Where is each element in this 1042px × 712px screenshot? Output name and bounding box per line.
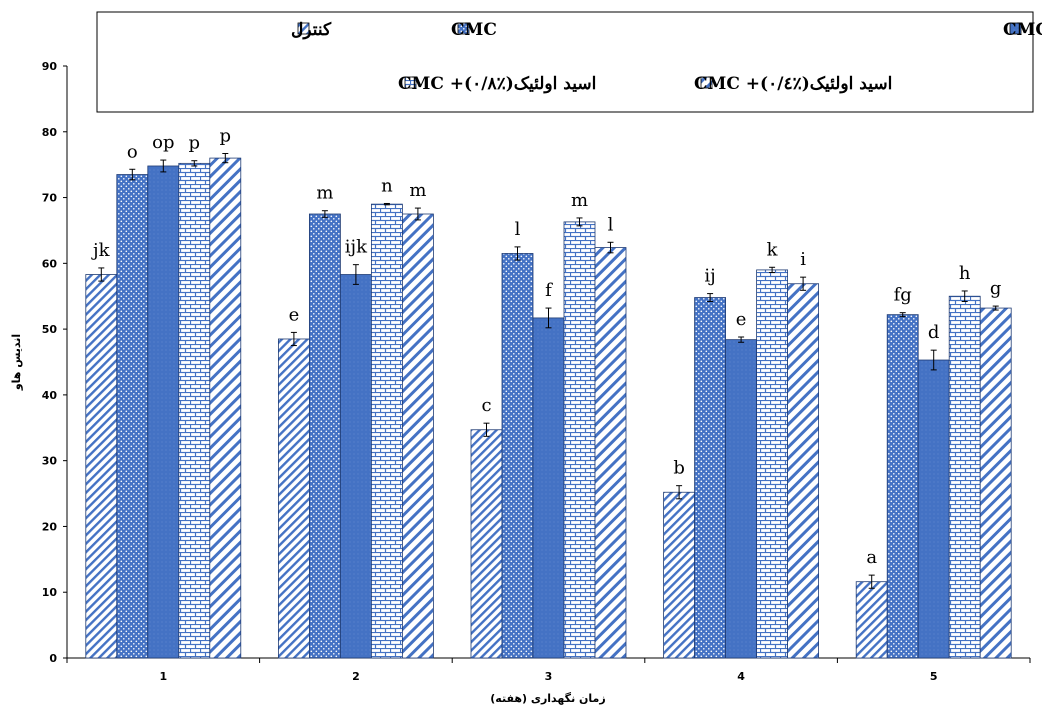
bar <box>501 253 534 659</box>
significance-letter: m <box>571 190 588 211</box>
legend: کنترل CMC ترکیبات ضدمیکروبی+ CMC اسید اولئی… <box>96 11 1042 113</box>
bar <box>147 165 180 659</box>
y-tick-label: 90 <box>42 60 58 73</box>
y-tick-label: 70 <box>42 192 58 205</box>
significance-letter: fg <box>894 285 912 306</box>
significance-letter: h <box>959 263 971 284</box>
bar <box>886 314 919 659</box>
bar <box>756 269 788 659</box>
significance-letter: f <box>545 280 553 301</box>
x-tick-label: 2 <box>352 670 360 683</box>
y-tick-label: 0 <box>49 652 57 665</box>
significance-letter: p <box>220 125 232 146</box>
legend-label: اسید اولئیک(٪۰/۸)+ CMC <box>398 74 596 94</box>
legend-label: اسید اولئیک(٪۰/٤)+ CMC <box>694 74 892 94</box>
y-tick-label: 30 <box>42 455 58 468</box>
legend-label: ترکیبات ضدمیکروبی+ CMC <box>1003 20 1042 40</box>
bar <box>725 339 757 659</box>
legend-box <box>96 11 1034 113</box>
x-tick-label: 4 <box>737 670 745 683</box>
x-tick-label: 3 <box>545 670 553 683</box>
legend-swatch <box>457 22 470 35</box>
significance-letter: a <box>866 547 877 568</box>
significance-letter: k <box>767 239 779 260</box>
bar <box>308 213 341 659</box>
bar <box>917 359 950 659</box>
bar <box>979 307 1012 659</box>
bar <box>209 157 242 659</box>
significance-letter: p <box>189 133 201 154</box>
significance-letter: m <box>409 180 426 201</box>
bar <box>116 174 149 659</box>
significance-letter: op <box>152 132 174 153</box>
x-tick-label: 1 <box>159 670 167 683</box>
y-tick-label: 60 <box>42 257 58 270</box>
legend-swatch <box>404 76 417 89</box>
x-tick-label: 5 <box>930 670 938 683</box>
bar <box>855 581 888 659</box>
legend-swatch <box>1009 22 1022 35</box>
bar <box>370 203 403 659</box>
bar <box>948 295 981 659</box>
bar <box>178 162 211 659</box>
significance-letter: jk <box>91 240 111 261</box>
x-axis-title: زمان نگهداری (هفته) <box>490 692 605 705</box>
bar <box>787 283 819 659</box>
legend-swatch <box>297 22 310 35</box>
significance-letter: o <box>127 141 138 162</box>
legend-label: CMC <box>451 20 497 40</box>
significance-letter: n <box>381 175 393 196</box>
bar <box>85 274 118 659</box>
y-tick-label: 40 <box>42 389 58 402</box>
bar <box>470 429 503 659</box>
significance-letter: e <box>736 309 747 330</box>
significance-letter: l <box>515 219 521 240</box>
bar <box>663 491 695 659</box>
y-tick-label: 10 <box>42 586 58 599</box>
bar <box>694 297 726 659</box>
significance-letter: l <box>608 214 614 235</box>
error-bars-group <box>98 152 999 589</box>
significance-letter: g <box>990 278 1002 299</box>
y-axis-title: اندیس هاو <box>10 334 23 391</box>
y-tick-label: 50 <box>42 323 58 336</box>
legend-swatch <box>700 76 713 89</box>
y-tick-label: 20 <box>42 520 58 533</box>
y-tick-label: 80 <box>42 126 58 139</box>
bar <box>563 221 596 659</box>
bar <box>594 247 627 659</box>
significance-letter: b <box>673 458 685 479</box>
bar <box>277 338 310 659</box>
bars-group <box>85 157 1012 659</box>
significance-letter: d <box>928 322 940 343</box>
legend-label: کنترل <box>291 20 332 40</box>
significance-letter: ij <box>704 266 715 287</box>
significance-letter: e <box>289 304 300 325</box>
significance-letter: i <box>800 249 806 270</box>
significance-letter: m <box>316 183 333 204</box>
significance-letter: c <box>481 395 491 416</box>
bar <box>339 274 372 659</box>
bar <box>401 213 434 659</box>
bar <box>532 317 565 659</box>
significance-letter: ijk <box>345 237 368 258</box>
